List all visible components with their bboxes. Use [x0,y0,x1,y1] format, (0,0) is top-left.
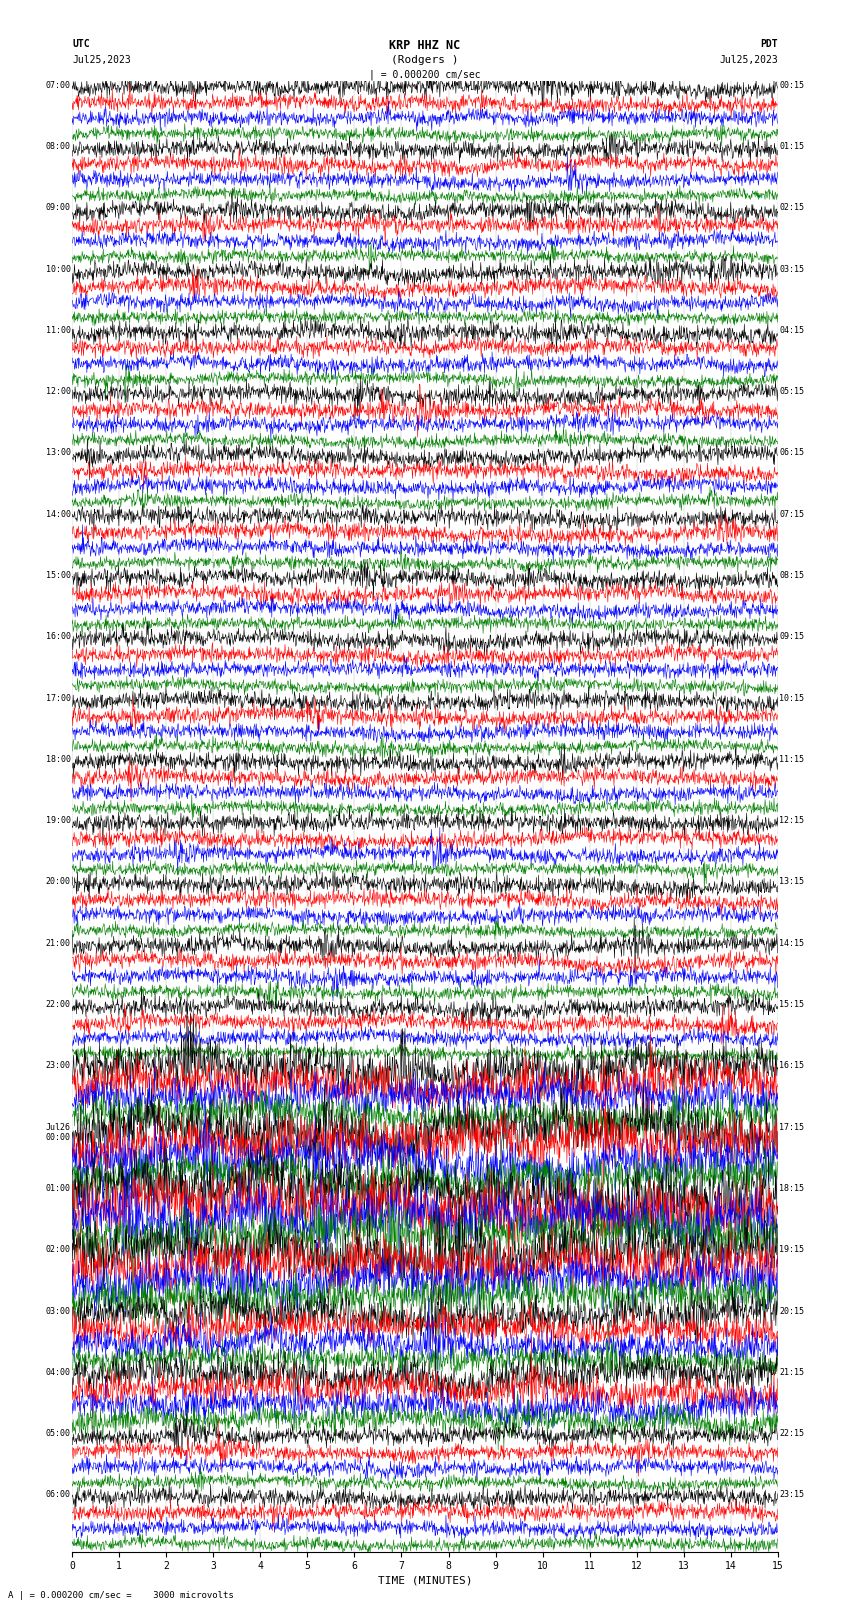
Text: 19:15: 19:15 [779,1245,804,1255]
Text: 09:00: 09:00 [46,203,71,213]
Text: 10:15: 10:15 [779,694,804,703]
Text: 22:00: 22:00 [46,1000,71,1010]
Text: 14:15: 14:15 [779,939,804,948]
Text: 16:15: 16:15 [779,1061,804,1071]
Text: 21:15: 21:15 [779,1368,804,1378]
Text: Jul26
00:00: Jul26 00:00 [46,1123,71,1142]
Text: 05:00: 05:00 [46,1429,71,1439]
Text: 05:15: 05:15 [779,387,804,397]
Text: 17:15: 17:15 [779,1123,804,1132]
Text: 12:00: 12:00 [46,387,71,397]
Text: 09:15: 09:15 [779,632,804,642]
Text: 07:15: 07:15 [779,510,804,519]
Text: 02:15: 02:15 [779,203,804,213]
Text: PDT: PDT [760,39,778,48]
Text: 06:00: 06:00 [46,1490,71,1500]
Text: 03:00: 03:00 [46,1307,71,1316]
Text: | = 0.000200 cm/sec: | = 0.000200 cm/sec [369,69,481,81]
Text: 01:15: 01:15 [779,142,804,152]
Text: 23:15: 23:15 [779,1490,804,1500]
Text: 14:00: 14:00 [46,510,71,519]
Text: Jul25,2023: Jul25,2023 [72,55,131,65]
Text: 01:00: 01:00 [46,1184,71,1194]
Text: 07:00: 07:00 [46,81,71,90]
Text: 00:15: 00:15 [779,81,804,90]
Text: (Rodgers ): (Rodgers ) [391,55,459,65]
Text: 08:15: 08:15 [779,571,804,581]
Text: Jul25,2023: Jul25,2023 [719,55,778,65]
Text: 19:00: 19:00 [46,816,71,826]
Text: 03:15: 03:15 [779,265,804,274]
Text: 21:00: 21:00 [46,939,71,948]
Text: UTC: UTC [72,39,90,48]
Text: 20:00: 20:00 [46,877,71,887]
Text: 02:00: 02:00 [46,1245,71,1255]
Text: 04:15: 04:15 [779,326,804,336]
Text: 16:00: 16:00 [46,632,71,642]
Text: 04:00: 04:00 [46,1368,71,1378]
Text: 08:00: 08:00 [46,142,71,152]
Text: 13:15: 13:15 [779,877,804,887]
Text: 17:00: 17:00 [46,694,71,703]
Text: 12:15: 12:15 [779,816,804,826]
Text: 11:15: 11:15 [779,755,804,765]
Text: 15:00: 15:00 [46,571,71,581]
X-axis label: TIME (MINUTES): TIME (MINUTES) [377,1576,473,1586]
Text: 18:00: 18:00 [46,755,71,765]
Text: 23:00: 23:00 [46,1061,71,1071]
Text: A | = 0.000200 cm/sec =    3000 microvolts: A | = 0.000200 cm/sec = 3000 microvolts [8,1590,235,1600]
Text: 22:15: 22:15 [779,1429,804,1439]
Text: 11:00: 11:00 [46,326,71,336]
Text: 20:15: 20:15 [779,1307,804,1316]
Text: 18:15: 18:15 [779,1184,804,1194]
Text: 10:00: 10:00 [46,265,71,274]
Text: 13:00: 13:00 [46,448,71,458]
Text: 06:15: 06:15 [779,448,804,458]
Text: KRP HHZ NC: KRP HHZ NC [389,39,461,52]
Text: 15:15: 15:15 [779,1000,804,1010]
